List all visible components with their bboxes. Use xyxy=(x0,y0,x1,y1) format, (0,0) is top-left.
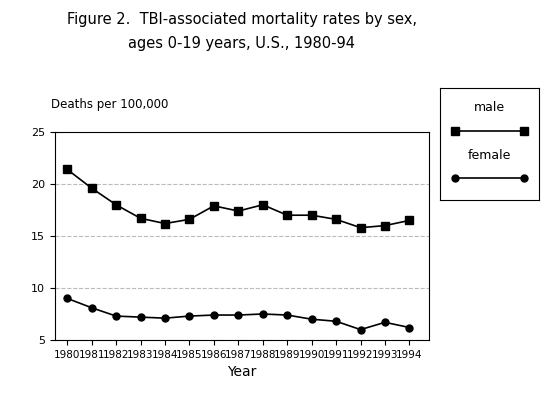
male xyxy=(260,202,266,207)
female xyxy=(284,313,290,318)
female xyxy=(333,319,339,324)
male xyxy=(333,217,339,222)
male xyxy=(284,213,290,218)
Text: ages 0-19 years, U.S., 1980-94: ages 0-19 years, U.S., 1980-94 xyxy=(129,36,355,51)
Text: Deaths per 100,000: Deaths per 100,000 xyxy=(51,98,169,111)
female xyxy=(138,315,144,320)
male xyxy=(138,216,144,221)
male xyxy=(382,223,388,228)
male xyxy=(186,217,192,222)
X-axis label: Year: Year xyxy=(227,365,257,379)
male xyxy=(406,218,412,223)
female xyxy=(309,317,315,322)
Line: male: male xyxy=(63,166,413,232)
male xyxy=(235,209,241,214)
female xyxy=(260,312,266,316)
female xyxy=(89,305,95,310)
female xyxy=(406,325,412,330)
male xyxy=(89,186,95,190)
Text: male: male xyxy=(474,100,505,114)
Line: female: female xyxy=(64,295,413,333)
male xyxy=(113,202,119,207)
male xyxy=(309,213,315,218)
male xyxy=(162,221,168,226)
female xyxy=(186,314,192,318)
male xyxy=(64,167,70,172)
Text: Figure 2.  TBI-associated mortality rates by sex,: Figure 2. TBI-associated mortality rates… xyxy=(67,12,417,27)
female xyxy=(64,296,70,301)
male xyxy=(358,225,364,230)
male xyxy=(211,204,217,208)
female xyxy=(358,327,364,332)
female xyxy=(235,313,241,318)
female xyxy=(113,314,119,318)
female xyxy=(162,316,168,320)
female xyxy=(382,320,388,325)
Text: female: female xyxy=(468,149,511,162)
female xyxy=(211,313,217,318)
